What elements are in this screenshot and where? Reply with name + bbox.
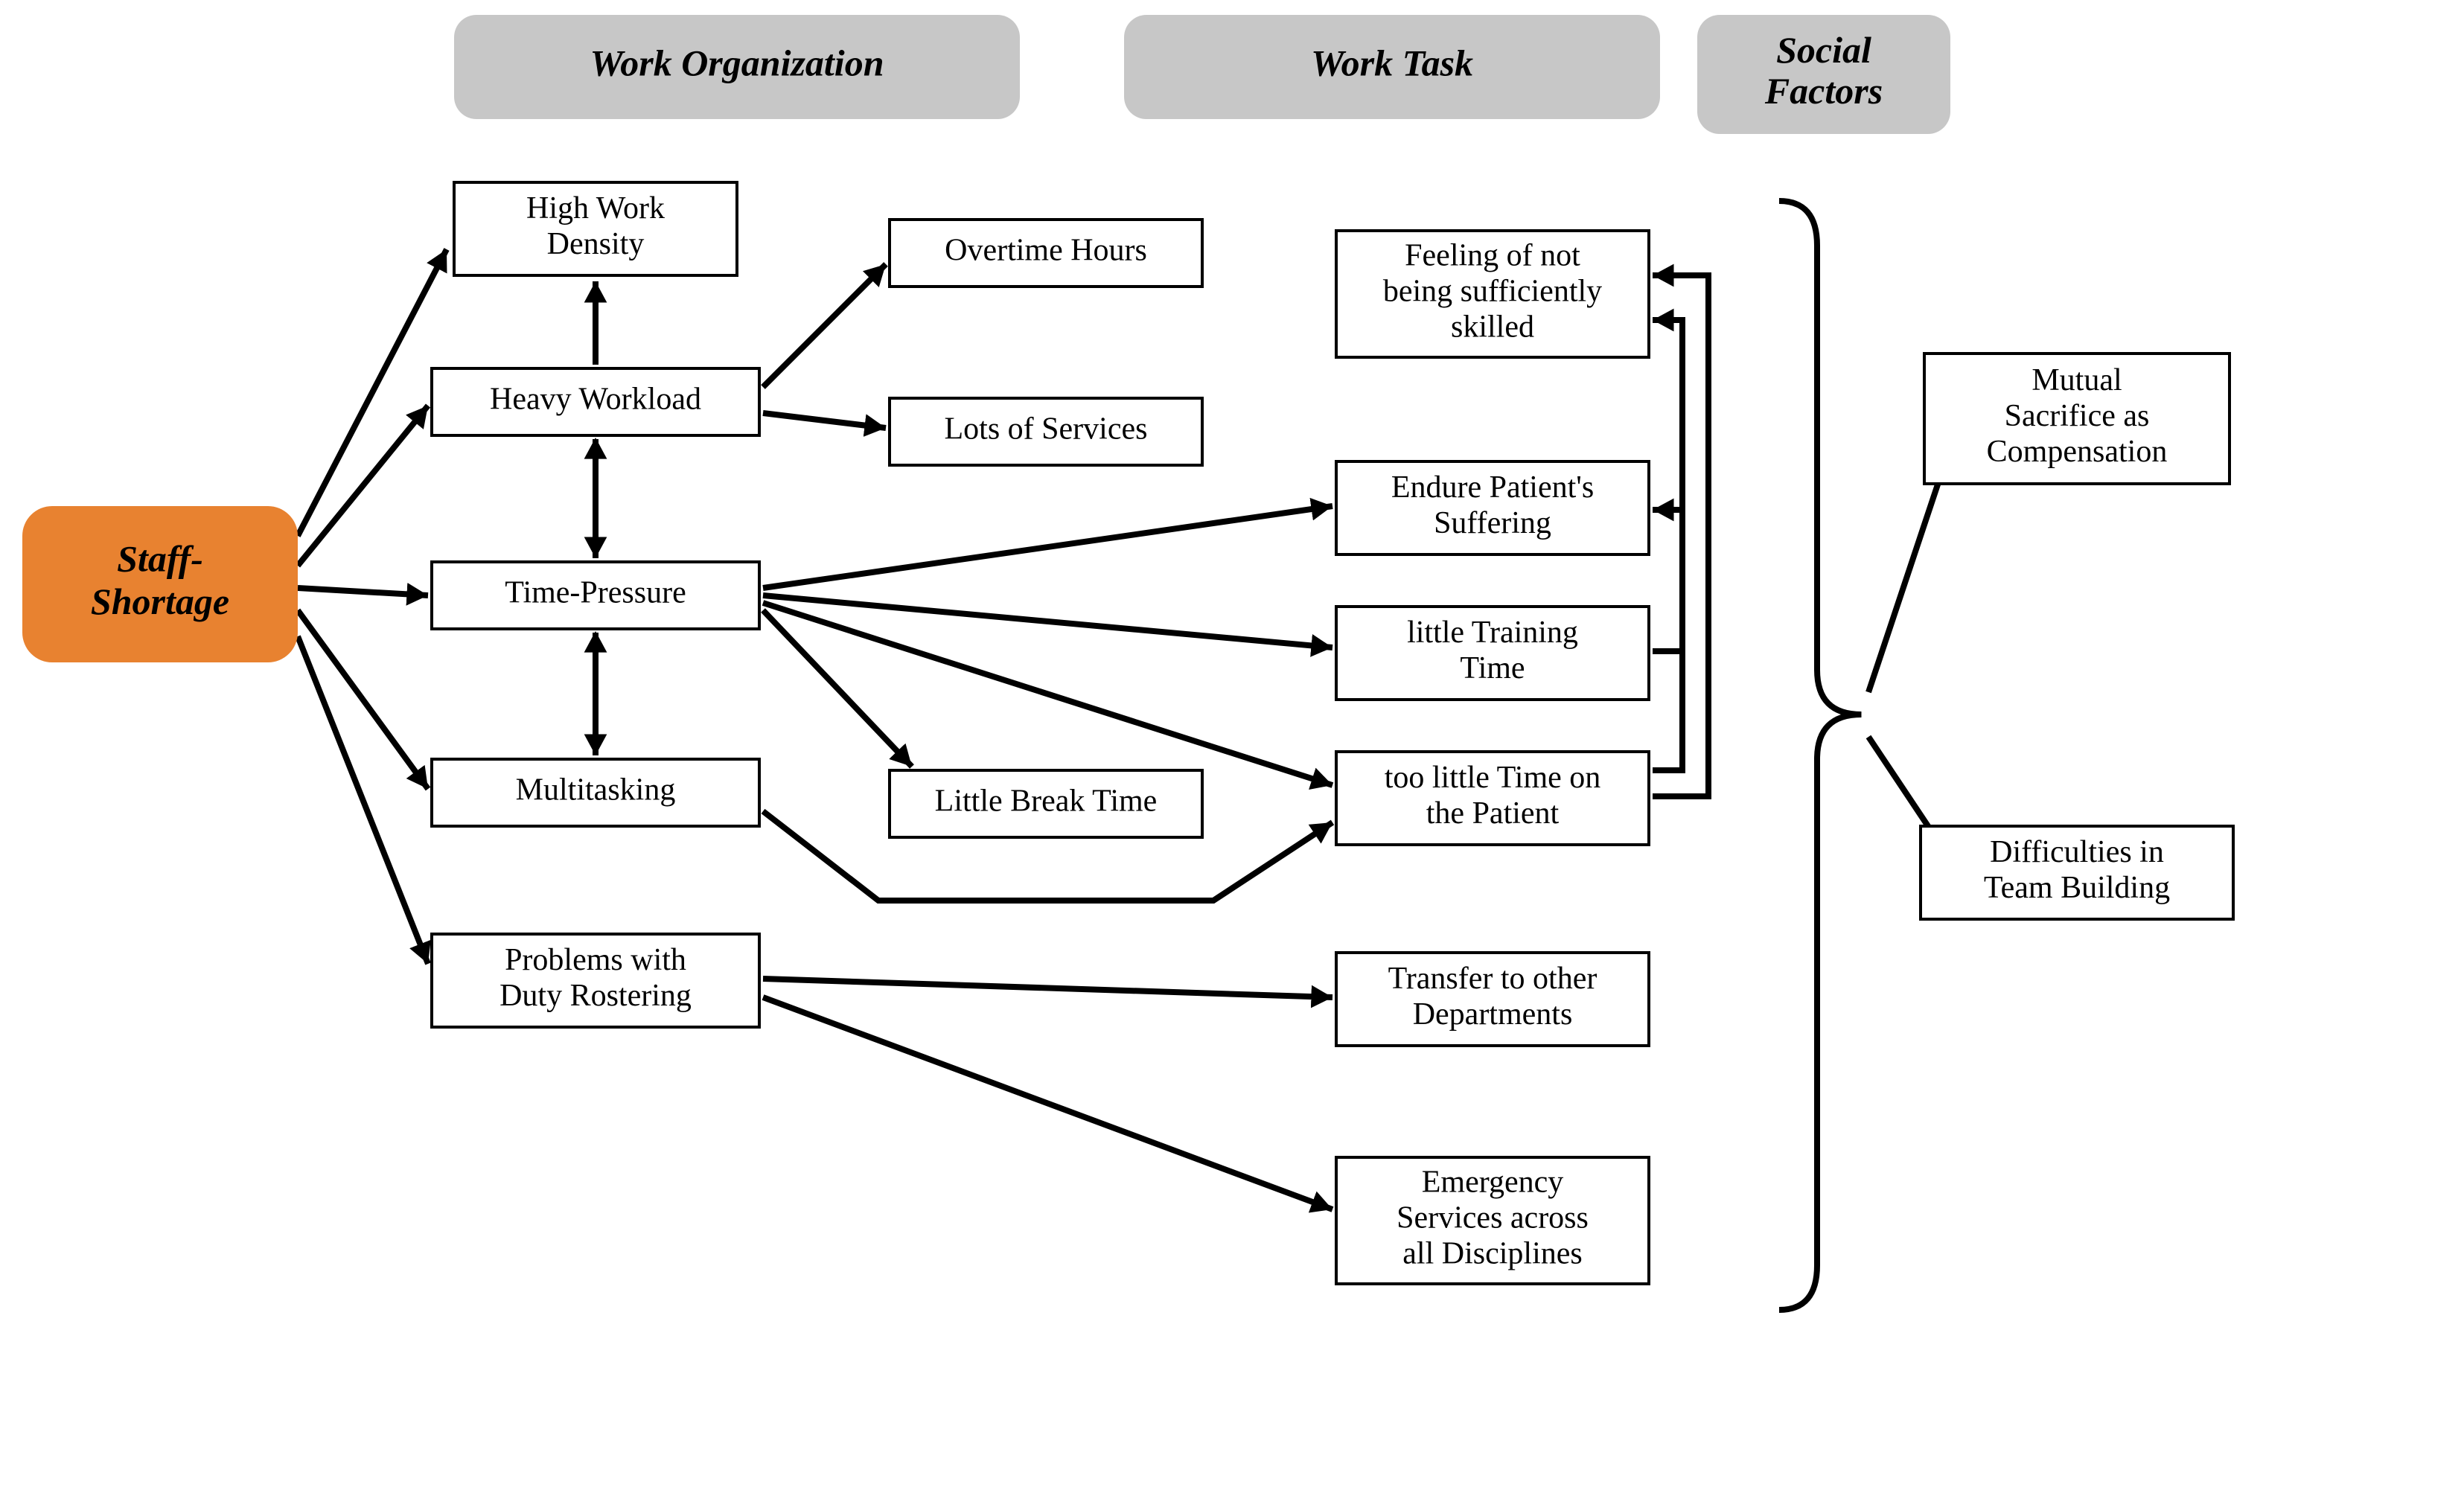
node-label-feeling_skilled: skilled [1451,310,1534,345]
flowchart-diagram: Work Organization Work Task SocialFactors S… [0,0,2464,1490]
node-label-too_little_patient: the Patient [1426,796,1560,831]
node-label-heavy_workload: Heavy Workload [490,383,701,417]
edge-e3 [298,588,428,595]
edge-e19 [1653,320,1682,651]
node-label-overtime_hours: Overtime Hours [945,234,1147,268]
node-label-transfer_dept: Departments [1413,997,1573,1032]
node-label-little_training: Time [1460,651,1525,685]
node-label-endure_suffering: Suffering [1434,506,1551,540]
header-label-h_work_org: Work Organization [590,42,884,83]
node-label-mutual_sacrifice: Mutual [2031,363,2122,397]
curly-brace [1779,201,1862,1310]
node-label-little_break_time: Little Break Time [935,784,1158,819]
header-label-h_social: Factors [1764,70,1883,112]
edge-e2 [298,406,428,566]
node-label-mutual_sacrifice: Compensation [1987,435,2168,469]
root-label: Shortage [91,581,229,622]
node-label-time_pressure: Time-Pressure [505,576,686,610]
edge-e1 [298,249,447,536]
node-label-mutual_sacrifice: Sacrifice as [2005,399,2150,433]
node-label-feeling_skilled: being sufficiently [1383,275,1602,309]
edge-e4 [298,610,428,789]
node-label-duty_rostering: Duty Rostering [499,979,692,1013]
node-label-high_work_density: High Work [526,191,665,226]
node-label-emergency_services: Emergency [1422,1166,1563,1200]
node-label-duty_rostering: Problems with [505,943,686,977]
node-label-emergency_services: all Disciplines [1402,1237,1582,1271]
edge-e11 [763,506,1332,588]
edge-e13 [763,603,1332,785]
edge-e10 [763,413,886,428]
node-label-team_building: Difficulties in [1990,835,2164,869]
edge-e17 [763,997,1332,1209]
edge-e9 [763,264,886,387]
node-label-little_training: little Training [1407,615,1578,650]
node-label-high_work_density: Density [547,227,645,261]
root-label: Staff- [117,538,203,580]
header-label-h_work_task: Work Task [1311,42,1473,83]
edge-e14 [763,610,912,767]
node-label-endure_suffering: Endure Patient's [1391,470,1594,505]
node-label-team_building: Team Building [1984,871,2170,905]
node-label-lots_of_services: Lots of Services [945,412,1148,447]
edge-e16 [763,979,1332,997]
node-label-feeling_skilled: Feeling of not [1405,239,1580,273]
edge-e12 [763,595,1332,648]
edge-e20 [1653,510,1682,770]
node-label-too_little_patient: too little Time on [1385,761,1601,795]
node-label-transfer_dept: Transfer to other [1388,962,1598,996]
edge-e5 [298,636,428,964]
node-label-multitasking: Multitasking [516,773,676,808]
header-label-h_social: Social [1776,29,1871,71]
node-label-emergency_services: Services across [1397,1201,1589,1235]
